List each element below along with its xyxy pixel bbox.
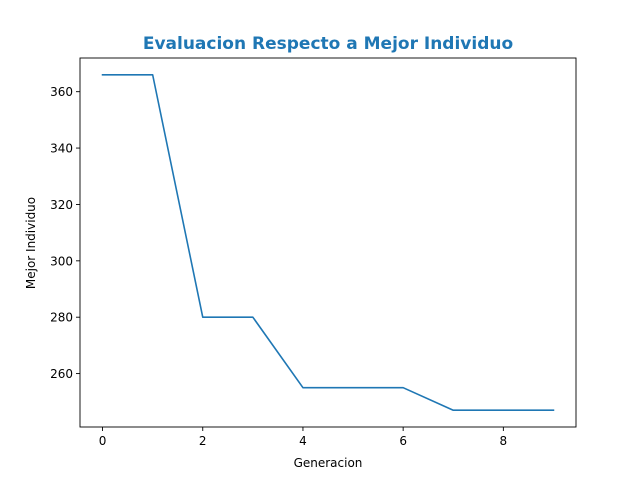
y-tick-label: 360	[50, 85, 73, 99]
y-tick-label: 320	[50, 198, 73, 212]
x-tick-label: 8	[500, 434, 508, 448]
x-axis-title: Generacion	[294, 456, 363, 470]
y-tick-label: 260	[50, 367, 73, 381]
series-line-0	[101, 73, 555, 412]
x-tick-label: 6	[399, 434, 407, 448]
x-tick-label: 4	[299, 434, 307, 448]
plot-area: 0 2 4 6 8 260 280 300 320 340 360	[50, 57, 577, 448]
y-tick-label: 340	[50, 142, 73, 156]
x-tick-label: 0	[99, 434, 107, 448]
chart-title: Evaluacion Respecto a Mejor Individuo	[143, 34, 513, 54]
y-axis-title: Mejor Individuo	[24, 197, 38, 289]
x-tick-label: 2	[199, 434, 207, 448]
y-tick-label: 280	[50, 311, 73, 325]
y-tick-label: 300	[50, 254, 73, 268]
axes-frame	[79, 57, 577, 428]
